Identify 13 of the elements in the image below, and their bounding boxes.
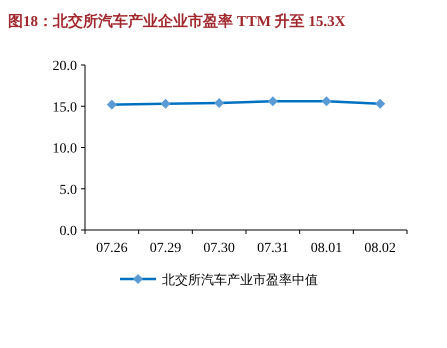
x-tick-label: 07.29 [150,241,182,256]
chart-title: 图18：北交所汽车产业企业市盈率 TTM 升至 15.3X [8,12,346,30]
x-tick-label: 07.26 [96,241,128,256]
legend-label: 北交所汽车产业市盈率中值 [162,272,318,288]
x-tick-label: 07.31 [257,241,289,256]
y-tick-label: 15.0 [52,100,77,116]
y-tick-label: 5.0 [60,182,77,198]
y-tick-label: 10.0 [52,142,77,156]
y-tick-label: 0.0 [60,224,77,239]
y-tick-label: 20.0 [52,59,77,74]
x-tick-label: 07.30 [203,241,235,256]
x-tick-label: 08.02 [364,241,396,256]
x-tick-label: 08.01 [310,241,342,256]
